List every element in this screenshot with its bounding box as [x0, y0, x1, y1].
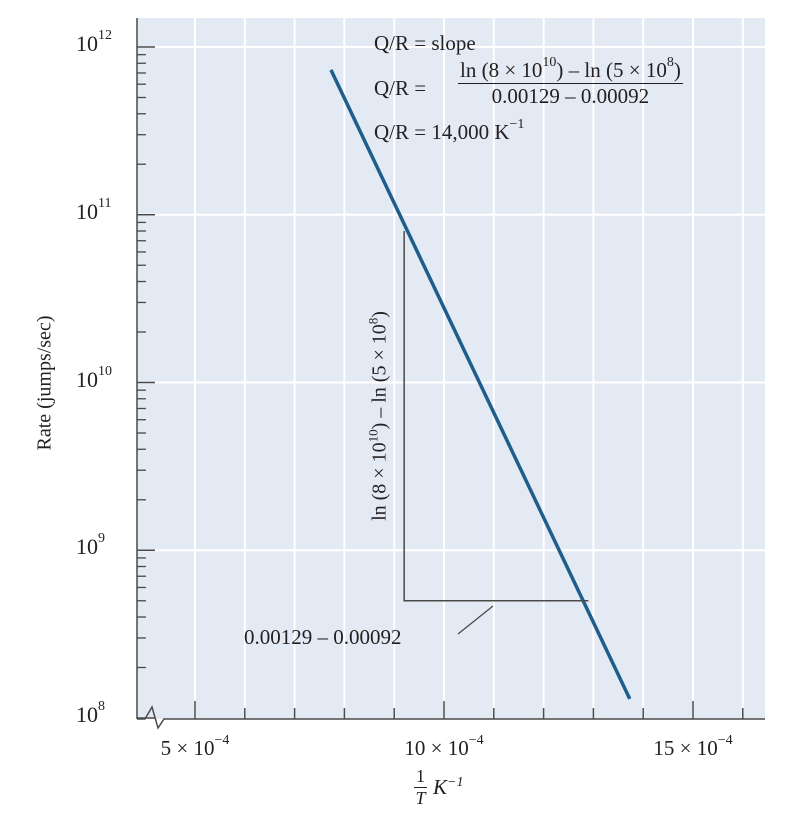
grid [137, 18, 765, 718]
annotation-numerator: ln (8 × 1010) – ln (5 × 108) [458, 55, 683, 84]
y-tick-label: 1010 [76, 363, 112, 392]
annotation-fraction: ln (8 × 1010) – ln (5 × 108) 0.00129 – 0… [458, 55, 683, 108]
y-axis-label: Rate (jumps/sec) [33, 315, 56, 451]
annotation-eq-prefix: Q/R = [374, 76, 427, 100]
y-tick-label: 1011 [76, 195, 112, 224]
x-tick-label: 10 × 10−4 [404, 733, 484, 760]
data-line [329, 69, 632, 700]
horizontal-label-leader [457, 605, 494, 635]
y-tick-label: 1012 [76, 28, 112, 56]
x-axis-line-with-break [137, 705, 765, 730]
annotation-result: Q/R = 14,000 K−1 [374, 117, 525, 144]
y-tick-label: 108 [76, 699, 105, 727]
marks [329, 69, 632, 700]
x-label-numerator: 1 [414, 766, 427, 788]
slope-triangle [403, 231, 589, 602]
annotation-denominator: 0.00129 – 0.00092 [491, 84, 650, 108]
x-label-denominator: T [415, 788, 426, 808]
y-tick-label: 109 [76, 531, 105, 560]
x-tick-label: 5 × 10−4 [160, 733, 230, 760]
x-tick-label: 15 × 10−4 [653, 733, 733, 760]
annotation-slope: Q/R = slope [374, 31, 476, 55]
plot-background [137, 18, 765, 719]
triangle-horizontal-label: 0.00129 – 0.00092 [244, 625, 402, 649]
axes [136, 18, 765, 730]
triangle-vertical-label: ln (8 × 1010) – ln (5 × 108) [365, 311, 391, 521]
x-label-unit: K−1 [433, 775, 464, 799]
